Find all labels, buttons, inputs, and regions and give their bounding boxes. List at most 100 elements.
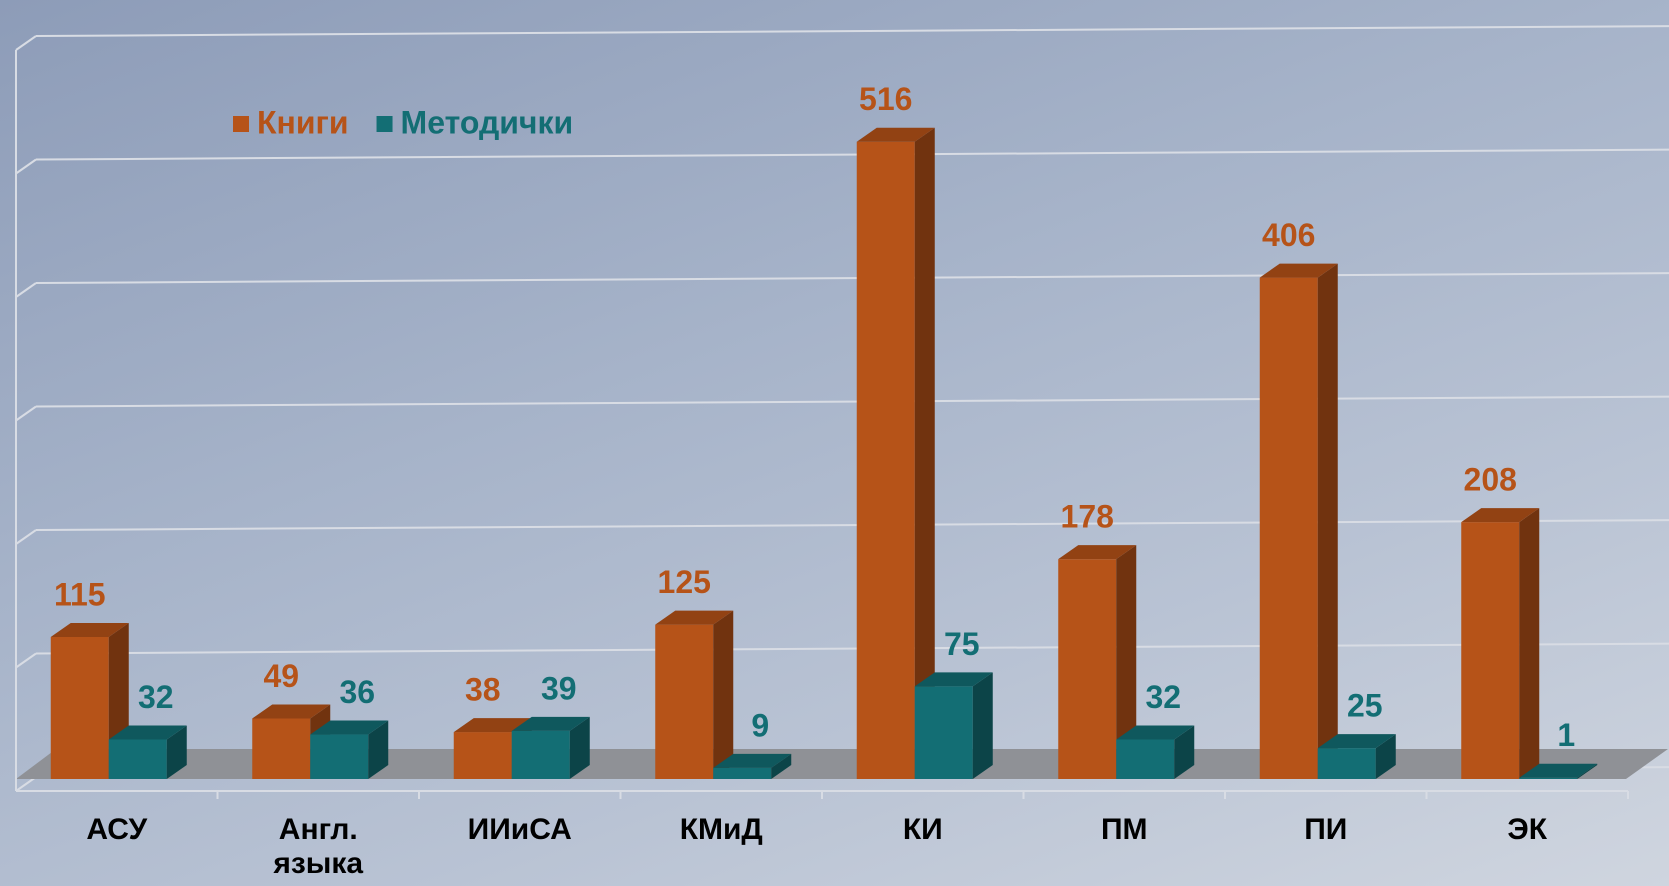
bar-face xyxy=(1174,725,1195,779)
bar-face xyxy=(1461,508,1540,523)
bar-face xyxy=(1519,777,1578,779)
grid-line xyxy=(15,405,37,422)
bar-face xyxy=(771,753,792,779)
bar-face xyxy=(368,720,389,779)
x-tick-label: КИ xyxy=(902,813,943,846)
bar xyxy=(1519,763,1598,779)
data-label: 178 xyxy=(1061,499,1114,535)
grid-line xyxy=(35,642,1669,655)
data-label: 32 xyxy=(1145,679,1181,715)
data-label: 208 xyxy=(1464,462,1517,498)
bar-face xyxy=(914,127,935,780)
data-label: 75 xyxy=(944,626,980,662)
grid-line xyxy=(15,282,37,298)
data-label: 125 xyxy=(658,564,711,600)
data-label: 1 xyxy=(1557,717,1575,753)
bar xyxy=(655,610,734,779)
bar-face xyxy=(453,718,532,733)
bar-face xyxy=(511,730,570,779)
bar-face xyxy=(1058,559,1117,779)
bar-face xyxy=(1461,522,1520,779)
bar xyxy=(1058,545,1137,779)
data-label: 32 xyxy=(138,679,174,715)
bar-face xyxy=(1116,545,1137,779)
bar-face xyxy=(655,610,734,625)
bar-face xyxy=(1519,508,1540,779)
bar-face xyxy=(1058,545,1137,560)
data-label: 39 xyxy=(541,670,577,706)
legend-swatch xyxy=(376,116,393,132)
data-label: 49 xyxy=(263,658,299,694)
bar xyxy=(108,725,187,779)
x-tick-label: ИИиСА xyxy=(467,813,572,846)
bar-face xyxy=(1317,748,1376,779)
data-label: 516 xyxy=(859,81,912,117)
bar-face xyxy=(310,734,369,779)
bar xyxy=(1461,508,1540,779)
bar xyxy=(252,704,331,779)
bar-face xyxy=(108,739,167,779)
bar-face xyxy=(569,716,590,779)
bar-face xyxy=(1317,263,1338,780)
bar-face xyxy=(108,725,187,740)
bar-face xyxy=(1577,763,1598,779)
bar-face xyxy=(1375,734,1396,779)
x-tick-label: Англ. языка xyxy=(273,813,364,880)
bar-face xyxy=(914,672,993,687)
x-tick-label: КМиД xyxy=(679,813,763,846)
bar-face xyxy=(166,725,187,779)
x-tick-label: АСУ xyxy=(86,813,148,846)
grid-line xyxy=(15,776,37,792)
bar xyxy=(511,716,590,779)
bar-face xyxy=(972,672,993,779)
bar-face xyxy=(1519,763,1598,778)
bar xyxy=(713,753,792,779)
bar-face xyxy=(713,610,734,779)
grid-line xyxy=(15,35,37,51)
grid-line xyxy=(35,25,1669,37)
bar-face xyxy=(511,716,590,731)
bar-face xyxy=(713,753,792,768)
bar-face xyxy=(50,636,109,779)
grid-line xyxy=(35,519,1669,531)
floor xyxy=(16,749,1668,779)
bar-face xyxy=(252,704,331,719)
bar xyxy=(310,720,389,779)
data-label: 38 xyxy=(465,672,501,708)
bar xyxy=(914,672,993,779)
bar xyxy=(856,127,935,780)
x-tick-label: ПИ xyxy=(1304,813,1348,846)
grid-line xyxy=(15,652,37,669)
bar xyxy=(1259,263,1338,780)
bar-face xyxy=(856,141,915,780)
data-label: 9 xyxy=(751,707,769,743)
bar-face xyxy=(655,624,714,779)
bar-face xyxy=(914,686,973,779)
bar-face xyxy=(1116,725,1195,740)
bar-face xyxy=(1259,263,1338,278)
grid-line xyxy=(35,148,1669,161)
bar-face xyxy=(453,732,512,779)
bar-face xyxy=(252,718,311,779)
bar-face xyxy=(713,767,772,779)
bar-face xyxy=(50,622,129,637)
bar-face xyxy=(1259,277,1318,779)
bar-face xyxy=(1317,734,1396,749)
bar-face xyxy=(856,127,935,142)
data-label: 25 xyxy=(1347,688,1383,724)
grid-line xyxy=(35,272,1669,284)
grid-line xyxy=(15,158,37,175)
bar-face xyxy=(310,720,389,735)
data-label: 406 xyxy=(1262,217,1315,253)
legend-label: Книги xyxy=(257,104,349,140)
grid-line xyxy=(15,529,37,545)
grid-line xyxy=(35,395,1669,408)
data-label: 115 xyxy=(54,576,106,612)
legend-swatch xyxy=(233,116,249,132)
bar-face xyxy=(1116,739,1175,779)
bar xyxy=(1317,734,1396,779)
x-tick-label: ЭК xyxy=(1507,813,1548,846)
bar xyxy=(1116,725,1195,779)
